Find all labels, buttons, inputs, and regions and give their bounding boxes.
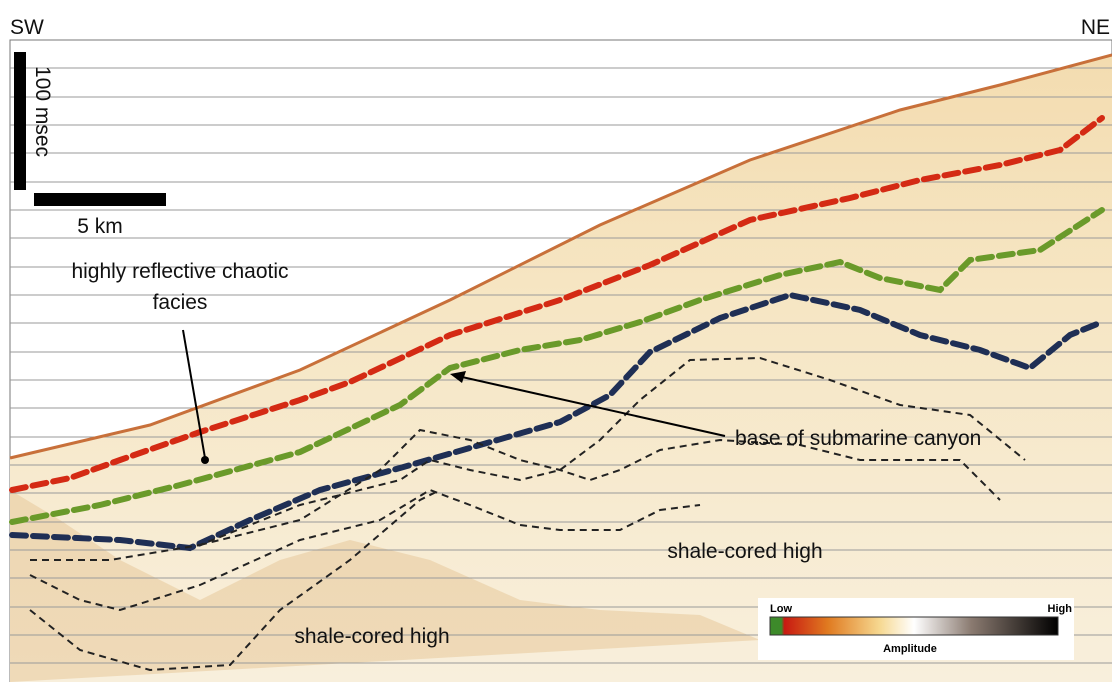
annotation: base of submarine canyon <box>735 427 981 450</box>
annotation: shale-cored high <box>667 540 822 563</box>
colorbar <box>770 617 1058 635</box>
orientation-left: SW <box>10 16 44 39</box>
orientation-right: NE <box>1081 16 1110 39</box>
distance-scale-label: 5 km <box>77 215 123 238</box>
colorbar-title: Amplitude <box>883 643 937 655</box>
annotation: highly reflective chaotic <box>71 260 288 283</box>
time-scale-bar <box>14 52 26 190</box>
distance-scale-bar <box>34 193 166 206</box>
time-scale-label: 100 msec <box>31 66 54 157</box>
pointer-head <box>201 456 209 464</box>
annotation: shale-cored high <box>294 625 449 648</box>
colorbar-low: Low <box>770 603 792 615</box>
seismic-figure: SW NE 100 msec 5 km highly reflective ch… <box>0 0 1112 682</box>
annotation: facies <box>153 291 208 314</box>
colorbar-high: High <box>1048 603 1073 615</box>
